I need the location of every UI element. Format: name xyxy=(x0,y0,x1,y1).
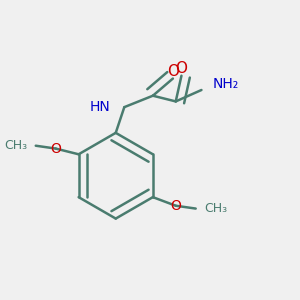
Text: O: O xyxy=(167,64,179,79)
Text: HN: HN xyxy=(89,100,110,114)
Text: CH₃: CH₃ xyxy=(204,202,227,215)
Text: O: O xyxy=(170,199,181,213)
Text: O: O xyxy=(50,142,61,156)
Text: CH₃: CH₃ xyxy=(4,139,27,152)
Text: NH₂: NH₂ xyxy=(213,77,239,91)
Text: O: O xyxy=(176,61,188,76)
